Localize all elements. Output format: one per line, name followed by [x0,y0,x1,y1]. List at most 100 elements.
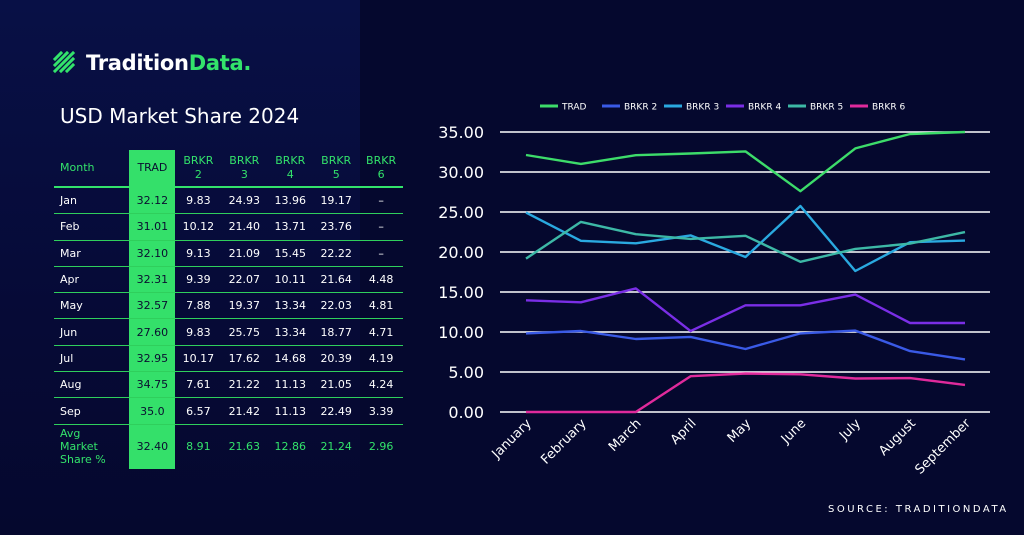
table-cell: 10.11 [267,266,314,294]
table-cell: 9.83 [175,318,222,346]
average-row: Avg Market Share % 32.40 8.91 21.63 12.86 21.24… [54,424,403,469]
table-cell: 9.83 [175,187,222,215]
table-cell: 6.57 [175,397,222,425]
page-title: USD Market Share 2024 [60,104,300,128]
brand-name-part2: Data. [188,51,252,75]
table-cell: 10.12 [175,213,222,241]
series-line [525,287,965,333]
table-cell: 13.34 [267,292,314,320]
table-cell: 13.96 [267,187,314,215]
x-tick-label: June [778,416,809,447]
table-cell: 18.77 [313,318,360,346]
table-cell: 21.42 [221,397,268,425]
market-share-table: Month TRAD BRKR 2 BRKR 3 BRKR 4 BRKR 5 BRKR 6 Jan 32… [54,150,403,469]
table-cell: 11.13 [267,397,314,425]
brand-name: TraditionData. [86,51,251,75]
source-note: SOURCE: TRADITIONDATA [828,504,1009,515]
table-cell: 11.13 [267,371,314,399]
table-cell: 22.49 [313,397,360,425]
table-row: Feb 31.01 10.12 21.40 13.71 23.76– [54,213,403,241]
month-cell: May [54,292,130,320]
table-cell: 15.45 [267,240,314,267]
x-tick-label: January [489,416,535,462]
table-cell: 21.64 [313,266,360,294]
table-cell: 7.61 [175,371,222,399]
tradition-logo-icon [52,50,76,74]
table-cell: 25.75 [221,318,268,346]
table-cell: 22.07 [221,266,268,294]
table-cell: 32.12 [129,187,176,215]
y-tick-label: 35.00 [438,123,484,142]
y-tick-label: 15.00 [438,283,484,302]
table-cell: 21.05 [313,371,360,399]
table-cell: 9.39 [175,266,222,294]
table-cell: 4.81 [359,292,403,320]
month-cell: Sep [54,397,130,425]
legend-label: BRKR 4 [748,103,781,113]
y-tick-label: 5.00 [448,363,484,382]
table-cell: 24.93 [221,187,268,215]
month-cell: Mar [54,240,130,267]
table-cell: 21.22 [221,371,268,399]
table-cell: 19.17 [313,187,360,215]
table-cell: 10.17 [175,345,222,373]
table-row: Mar 32.10 9.13 21.09 15.45 22.22– [54,240,403,267]
month-cell: Apr [54,266,130,294]
table-row: Sep 35.0 6.57 21.42 11.13 22.49 3.39 [54,397,403,425]
table-row: Aug 34.75 7.61 21.22 11.13 21.05 4.24 [54,371,403,399]
table-cell: 4.71 [359,318,403,346]
table-cell: 7.88 [175,292,222,320]
table-cell: 32.57 [129,292,176,320]
average-cell: 21.24 [320,440,352,454]
table-cell: 14.68 [267,345,314,373]
table-row: Jan 32.12 9.83 24.93 13.96 19.17– [54,187,403,215]
month-cell: Jun [54,318,130,346]
table-cell: – [359,213,403,241]
y-tick-label: 10.00 [438,323,484,342]
table-cell: 23.76 [313,213,360,241]
series-line [525,130,966,193]
table-cell: 22.22 [313,240,360,267]
x-tick-label: April [668,416,700,448]
column-header: BRKR 2 [175,150,222,188]
table-cell: 19.37 [221,292,268,320]
column-header: TRAD [129,150,176,188]
legend-label: BRKR 5 [810,103,843,113]
average-cell: 21.63 [228,440,261,454]
column-header-month: Month [54,150,130,188]
brand-name-part1: Tradition [86,51,189,75]
x-tick-label: August [876,416,919,459]
table-cell: 3.39 [359,397,403,425]
table-cell: 32.10 [129,240,176,267]
x-tick-label: September [912,416,974,478]
brand-logo: TraditionData. [52,50,251,76]
series-line [525,329,966,361]
x-tick-label: July [836,416,864,444]
table-cell: 32.95 [129,345,176,373]
table-cell: 9.13 [175,240,222,267]
table-cell: 31.01 [129,213,176,241]
table-cell: 22.03 [313,292,360,320]
table-cell: 4.24 [359,371,403,399]
month-cell: Jan [54,187,130,215]
table-cell: 21.40 [221,213,268,241]
column-header: BRKR 6 [359,150,403,188]
legend-label: BRKR 3 [686,103,719,113]
line-chart-svg: 0.00 5.00 10.00 15.00 20.00 25.00 30.00 35.00 Ja… [438,103,990,478]
table-cell: 32.31 [129,266,176,294]
x-tick-label: February [538,416,590,468]
month-cell: Jul [54,345,130,373]
table-cell: 34.75 [129,371,176,399]
x-tick-label: May [725,416,755,446]
y-tick-label: 0.00 [448,403,484,422]
table-cell: 13.71 [267,213,314,241]
table-cell: 27.60 [129,318,176,346]
average-cell: 12.86 [274,440,307,454]
table-cell: – [359,187,403,215]
table-cell: 35.0 [129,397,176,425]
y-tick-label: 30.00 [438,163,484,182]
y-tick-label: 20.00 [438,243,484,262]
table-row: Apr 32.31 9.39 22.07 10.11 21.64 4.48 [54,266,403,294]
table-cell: 13.34 [267,318,314,346]
column-header: BRKR 3 [221,150,268,188]
